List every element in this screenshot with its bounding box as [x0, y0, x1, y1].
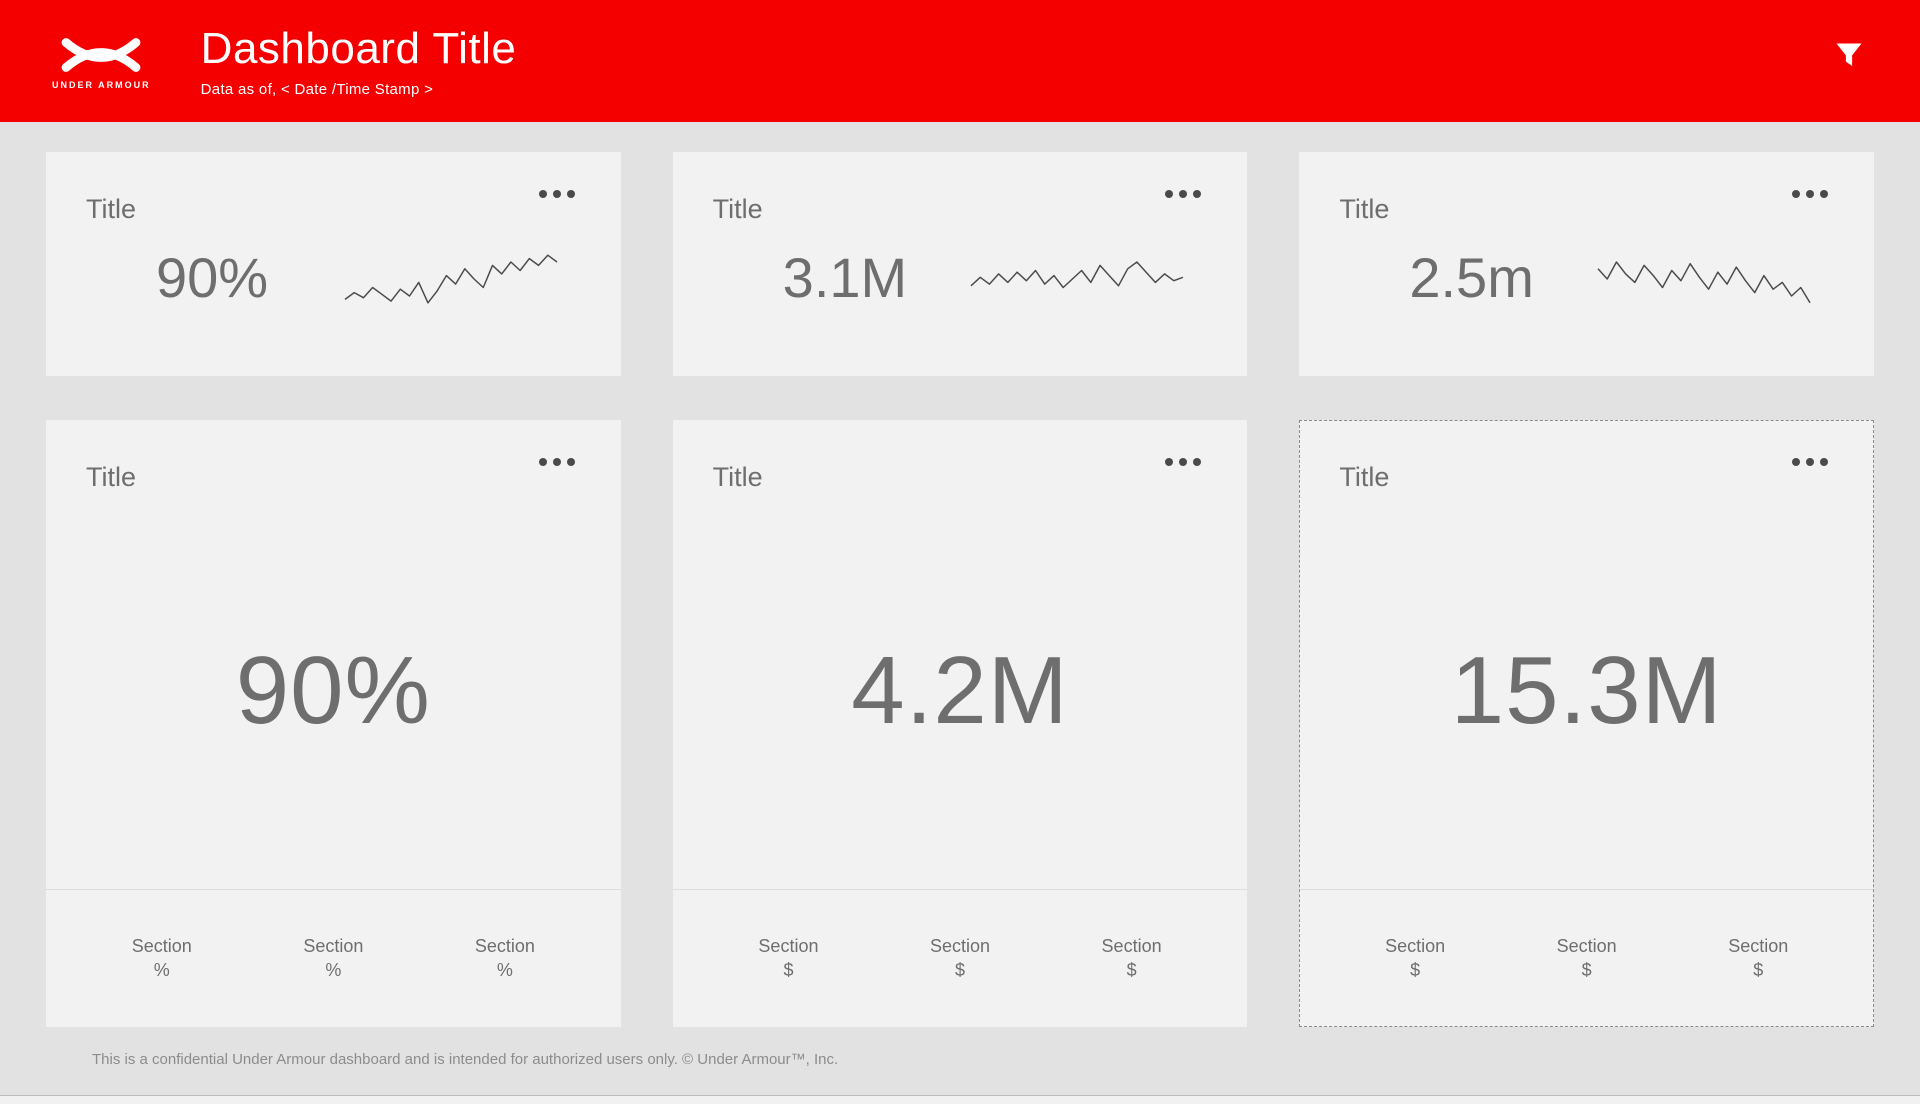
under-armour-logo-text: UNDER ARMOUR	[52, 79, 151, 90]
kebab-dot	[1193, 190, 1202, 198]
more-options-button[interactable]	[1161, 454, 1205, 470]
more-options-button[interactable]	[1788, 186, 1832, 202]
filter-button[interactable]	[1828, 35, 1870, 77]
kebab-dot	[1179, 190, 1188, 198]
section-unit: $	[1126, 960, 1137, 980]
funnel-icon	[1836, 43, 1862, 66]
kpi-row: Title 90% Title 3.1M Title	[46, 152, 1875, 376]
under-armour-logo-icon	[61, 37, 141, 72]
section-item: Section %	[248, 890, 420, 1027]
kpi-value: 2.5m	[1409, 245, 1534, 309]
more-options-button[interactable]	[535, 186, 579, 202]
sections-row: Section $ Section $ Section $	[1299, 889, 1875, 1027]
card-title: Title	[1339, 462, 1390, 492]
more-options-button[interactable]	[1161, 186, 1205, 202]
kebab-dot	[1165, 190, 1174, 198]
section-label: Section	[929, 936, 991, 956]
section-unit: $	[955, 960, 966, 980]
section-item: Section $	[1046, 890, 1218, 1027]
kebab-dot	[1792, 458, 1801, 466]
kebab-dot	[552, 458, 561, 466]
kpi-card-3[interactable]: Title 2.5m	[1299, 152, 1875, 376]
confidentiality-notice: This is a confidential Under Armour dash…	[92, 1051, 839, 1068]
sparkline-chart	[345, 245, 557, 313]
kebab-dot	[552, 190, 561, 198]
sections-row: Section $ Section $ Section $	[672, 889, 1248, 1027]
section-unit: %	[325, 960, 342, 980]
section-unit: %	[153, 960, 170, 980]
kpi-card-1[interactable]: Title 90%	[46, 152, 621, 376]
metric-card-2[interactable]: Title 4.2M Section $ Section $ Section	[672, 420, 1248, 1027]
section-item: Section %	[76, 890, 248, 1027]
card-title: Title	[1339, 194, 1390, 224]
kebab-dot	[1179, 458, 1188, 466]
card-title: Title	[86, 194, 137, 224]
metric-card-3-selected[interactable]: Title 15.3M Section $ Section $ Section	[1299, 420, 1875, 1027]
metric-card-1[interactable]: Title 90% Section % Section % Section	[46, 420, 621, 1027]
metric-value: 4.2M	[851, 637, 1069, 744]
kpi-value: 90%	[156, 245, 269, 309]
section-unit: $	[783, 960, 794, 980]
kpi-card-2[interactable]: Title 3.1M	[672, 152, 1248, 376]
metric-value: 15.3M	[1450, 637, 1723, 744]
data-as-of-timestamp: Data as of, < Date /Time Stamp >	[200, 81, 434, 98]
kebab-dot	[1820, 458, 1829, 466]
kpi-value: 3.1M	[782, 245, 908, 309]
page-title: Dashboard Title	[200, 24, 517, 73]
section-unit: %	[496, 960, 513, 980]
section-label: Section	[1385, 936, 1446, 956]
metric-value: 90%	[235, 637, 431, 744]
dashboard-content: Title 90% Title 3.1M Title	[0, 122, 1920, 1068]
section-unit: $	[1753, 960, 1764, 980]
kebab-dot	[566, 190, 575, 198]
section-item: Section $	[1329, 890, 1501, 1027]
section-label: Section	[131, 936, 192, 956]
section-label: Section	[1556, 936, 1617, 956]
app-header: UNDER ARMOUR Dashboard Title Data as of,…	[0, 0, 1920, 122]
section-item: Section %	[419, 890, 591, 1027]
metric-row: Title 90% Section % Section % Section	[46, 420, 1875, 1027]
card-title: Title	[712, 194, 763, 224]
section-item: Section $	[1672, 890, 1844, 1027]
section-label: Section	[303, 936, 364, 956]
kebab-dot	[1193, 458, 1202, 466]
kebab-dot	[1165, 458, 1174, 466]
section-unit: $	[1410, 960, 1421, 980]
section-item: Section $	[1501, 890, 1673, 1027]
more-options-button[interactable]	[1788, 454, 1832, 470]
kebab-dot	[538, 458, 547, 466]
section-label: Section	[1728, 936, 1789, 956]
section-label: Section	[758, 936, 819, 956]
section-item: Section $	[874, 890, 1046, 1027]
kebab-dot	[1806, 190, 1815, 198]
under-armour-logo: UNDER ARMOUR	[52, 35, 151, 90]
sections-row: Section % Section % Section %	[46, 889, 621, 1027]
card-title: Title	[86, 462, 137, 492]
kebab-dot	[538, 190, 547, 198]
more-options-button[interactable]	[535, 454, 579, 470]
card-title: Title	[712, 462, 763, 492]
sparkline-chart	[971, 245, 1183, 313]
section-unit: $	[1581, 960, 1592, 980]
kebab-dot	[1820, 190, 1829, 198]
kebab-dot	[1792, 190, 1801, 198]
kebab-dot	[566, 458, 575, 466]
kebab-dot	[1806, 458, 1815, 466]
horizontal-scrollbar[interactable]	[0, 1095, 1920, 1104]
section-item: Section $	[703, 890, 875, 1027]
section-label: Section	[1101, 936, 1162, 956]
section-label: Section	[474, 936, 535, 956]
sparkline-chart	[1598, 245, 1810, 313]
